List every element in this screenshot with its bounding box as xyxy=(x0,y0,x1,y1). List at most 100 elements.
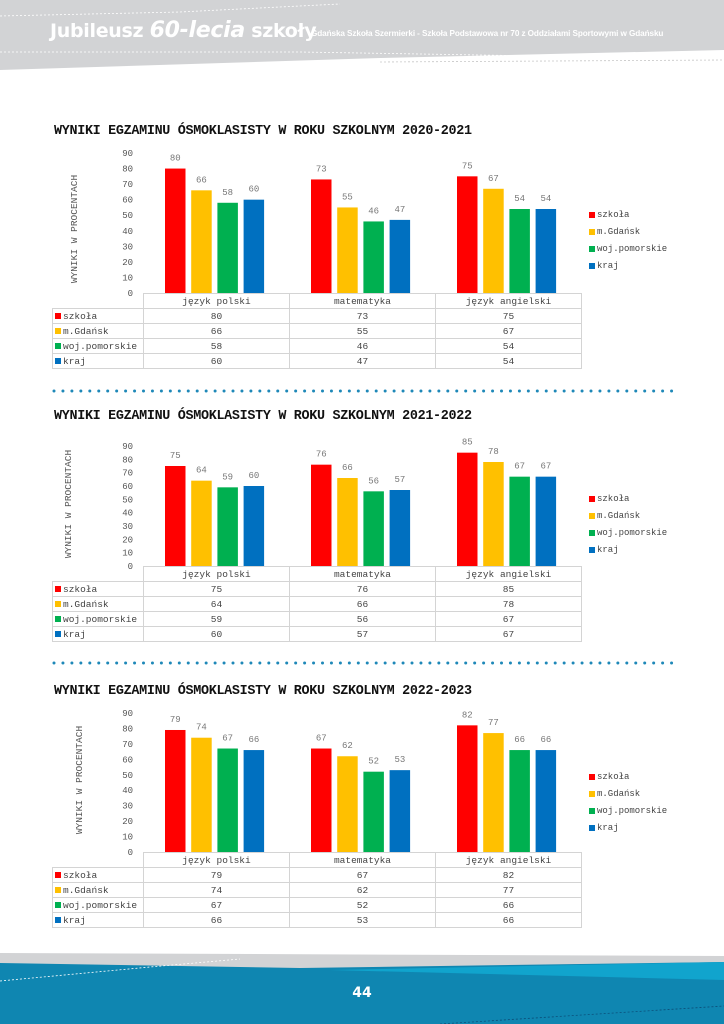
series-name: woj.pomorskie xyxy=(63,613,138,625)
separator-dot xyxy=(267,389,271,393)
data-label: 66 xyxy=(342,463,353,473)
table-value-cell: 60 xyxy=(143,626,290,642)
table-row: m.Gdańsk 74 62 77 xyxy=(52,882,582,898)
separator-dot xyxy=(347,389,351,393)
data-label: 62 xyxy=(342,741,353,751)
table-row: woj.pomorskie 59 56 67 xyxy=(52,611,582,627)
separator-dot xyxy=(571,389,575,393)
table-value-cell: 77 xyxy=(435,882,582,898)
separator-dot xyxy=(580,661,584,665)
legend-item: woj.pomorskie xyxy=(589,524,667,541)
separator-dot xyxy=(670,661,674,665)
bar xyxy=(311,748,332,852)
chart-legend: szkoła m.Gdańsk woj.pomorskie kraj xyxy=(589,490,667,558)
dotted-separator xyxy=(52,389,674,393)
data-label: 54 xyxy=(514,194,525,204)
data-label: 75 xyxy=(170,451,181,461)
legend-label: szkoła xyxy=(597,771,630,782)
bar xyxy=(191,737,212,852)
separator-dot xyxy=(473,389,477,393)
separator-dot xyxy=(365,661,369,665)
separator-dot xyxy=(106,661,110,665)
chart-legend: szkoła m.Gdańsk woj.pomorskie kraj xyxy=(589,206,667,274)
bar xyxy=(389,770,411,852)
series-swatch xyxy=(55,357,61,364)
bar xyxy=(243,486,265,566)
separator-dot xyxy=(88,389,92,393)
series-swatch xyxy=(55,615,61,622)
series-name: szkoła xyxy=(63,583,98,595)
legend-label: woj.pomorskie xyxy=(597,527,668,538)
separator-dot xyxy=(616,389,620,393)
table-header-row: język polski matematyka język angielski xyxy=(52,293,582,309)
separator-dot xyxy=(240,661,244,665)
separator-dot xyxy=(79,389,83,393)
separator-dot xyxy=(392,661,396,665)
separator-dot xyxy=(142,661,145,665)
table-value-cell: 52 xyxy=(289,897,436,913)
separator-dot xyxy=(97,661,101,665)
legend-label: woj.pomorskie xyxy=(597,243,668,254)
bar xyxy=(243,750,265,852)
y-tick-label: 40 xyxy=(122,786,133,796)
separator-dot xyxy=(517,661,521,665)
separator-dot xyxy=(133,389,137,393)
y-tick-label: 80 xyxy=(122,724,133,734)
y-tick-label: 10 xyxy=(122,273,133,283)
separator-dot xyxy=(625,661,629,665)
separator-dot xyxy=(625,389,629,393)
legend-swatch xyxy=(589,228,595,235)
separator-dot xyxy=(374,661,378,665)
data-label: 73 xyxy=(316,164,327,174)
data-label: 66 xyxy=(248,735,259,745)
series-name: kraj xyxy=(63,355,86,367)
bar xyxy=(217,748,238,852)
series-label-cell: m.Gdańsk xyxy=(52,882,144,898)
table-value-cell: 67 xyxy=(289,867,436,883)
data-label: 52 xyxy=(368,757,379,767)
y-axis-label: WYNIKI W PROCENTACH xyxy=(63,450,74,558)
legend-item: woj.pomorskie xyxy=(589,240,667,257)
table-header-row: język polski matematyka język angielski xyxy=(52,566,582,582)
separator-dot xyxy=(616,661,620,665)
data-label: 67 xyxy=(540,462,551,472)
separator-dot xyxy=(195,661,199,665)
data-label: 46 xyxy=(368,206,379,216)
y-tick-label: 10 xyxy=(122,549,133,559)
separator-dot xyxy=(482,661,486,665)
separator-dot xyxy=(661,389,665,393)
data-label: 56 xyxy=(368,476,379,486)
separator-dot xyxy=(410,389,414,393)
separator-dot xyxy=(321,389,324,393)
bar xyxy=(457,452,478,566)
separator-dot xyxy=(437,389,441,393)
series-name: kraj xyxy=(63,914,86,926)
bar xyxy=(191,480,212,566)
separator-dot xyxy=(544,389,548,393)
x-category-label: język polski xyxy=(143,852,290,868)
legend-swatch xyxy=(589,790,595,797)
table-value-cell: 67 xyxy=(435,626,582,642)
y-tick-label: 60 xyxy=(122,755,133,765)
y-tick-label: 90 xyxy=(122,442,133,452)
separator-dot xyxy=(562,389,566,393)
separator-dot xyxy=(213,389,217,393)
bar xyxy=(483,188,504,293)
bar xyxy=(509,476,530,566)
separator-dot xyxy=(607,661,611,665)
separator-dot xyxy=(473,661,477,665)
separator-dot xyxy=(508,389,512,393)
header-title-number: 60-lecia xyxy=(149,18,246,43)
y-tick-label: 10 xyxy=(122,833,133,843)
data-label: 53 xyxy=(394,755,405,765)
data-label: 77 xyxy=(488,718,499,728)
separator-dot xyxy=(517,389,521,393)
y-tick-label: 90 xyxy=(122,709,133,719)
separator-dot xyxy=(446,389,450,393)
y-tick-label: 80 xyxy=(122,455,133,465)
separator-dot xyxy=(419,661,423,665)
separator-dot xyxy=(544,661,548,665)
y-tick-label: 50 xyxy=(122,495,133,505)
series-name: woj.pomorskie xyxy=(63,899,138,911)
